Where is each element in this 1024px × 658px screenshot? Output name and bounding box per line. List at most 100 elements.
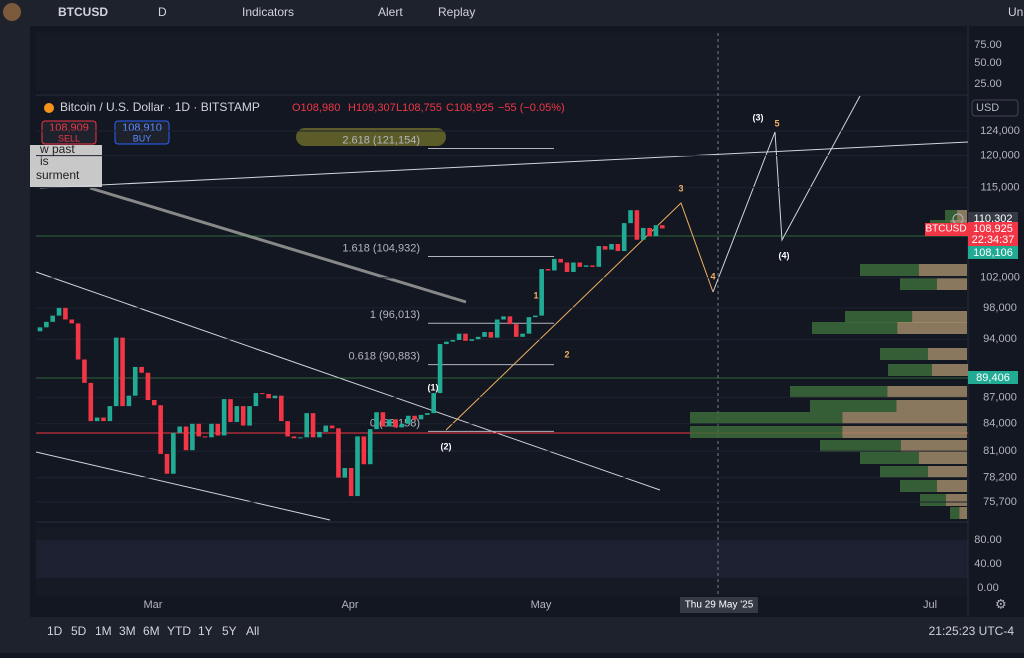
profile-bar — [860, 264, 919, 276]
candle — [596, 246, 602, 267]
range-button[interactable]: 1D — [47, 624, 63, 638]
candle — [171, 432, 176, 474]
price-tick-label: 94,000 — [983, 333, 1017, 345]
candle — [272, 395, 278, 399]
candle — [323, 425, 329, 432]
price-tick-label: 120,000 — [980, 150, 1020, 162]
candle — [152, 400, 157, 406]
candle — [145, 372, 151, 401]
candle — [463, 333, 468, 341]
price-tick-label: 124,000 — [980, 125, 1020, 137]
candle — [94, 417, 100, 422]
stoch-band — [36, 540, 968, 578]
range-button[interactable]: 6M — [143, 624, 160, 638]
candle — [367, 429, 373, 465]
candle — [425, 413, 430, 415]
candle — [475, 336, 481, 340]
buy-price[interactable]: 108,910 — [122, 122, 162, 134]
candle — [82, 359, 87, 383]
candle — [177, 426, 182, 433]
currency-box[interactable] — [971, 99, 1019, 117]
profile-bar — [820, 440, 901, 452]
alert[interactable]: Alert — [378, 5, 403, 19]
candle — [437, 344, 443, 394]
candle — [615, 243, 621, 252]
buy-label[interactable]: BUY — [133, 133, 152, 143]
highlight — [296, 128, 446, 146]
range-button[interactable]: 1Y — [198, 624, 213, 638]
interval[interactable]: D — [158, 5, 167, 19]
candle — [380, 412, 386, 427]
candle — [406, 415, 411, 424]
replay[interactable]: Replay — [438, 5, 475, 19]
price-tick-label: 98,000 — [983, 302, 1017, 314]
range-button[interactable]: All — [246, 624, 259, 638]
candle — [526, 317, 532, 334]
price-tag — [968, 246, 1018, 259]
candle — [647, 227, 652, 237]
rsi-panel — [36, 33, 968, 91]
price-tick-label: 78,200 — [983, 471, 1017, 483]
profile-bar — [918, 452, 967, 464]
sell-price[interactable]: 108,909 — [49, 122, 89, 134]
candle — [164, 453, 170, 474]
currency[interactable]: USD — [976, 102, 999, 114]
ohlc-open: O108,980 — [292, 102, 340, 114]
profile-bar — [927, 348, 967, 360]
avatar[interactable] — [3, 3, 21, 21]
candle — [533, 315, 538, 318]
profile-bar — [936, 278, 967, 290]
profile-bar — [920, 494, 946, 506]
time-label: Jul — [923, 599, 937, 611]
range-button[interactable]: 5D — [71, 624, 87, 638]
symbol[interactable]: BTCUSD — [58, 5, 108, 19]
profile-bar — [888, 364, 932, 376]
price-tag-label: BTCUSD — [925, 224, 966, 235]
candle — [317, 431, 322, 438]
wave-path — [445, 202, 714, 431]
candle — [183, 426, 189, 451]
candle — [113, 337, 119, 407]
range-button[interactable]: YTD — [167, 624, 191, 638]
profile-bar — [690, 426, 843, 438]
candle — [640, 227, 646, 240]
candle — [304, 413, 309, 438]
candle — [348, 468, 354, 497]
candle — [37, 327, 43, 332]
wave-label: (2) — [441, 441, 452, 451]
candle — [469, 339, 475, 341]
candle — [120, 337, 125, 407]
price-tag-label: 89,406 — [976, 372, 1010, 384]
price-tag-label: 108,106 — [973, 247, 1013, 259]
candle — [101, 417, 106, 422]
candle — [571, 262, 576, 272]
sell-label[interactable]: SELL — [58, 133, 80, 143]
settings-icon[interactable]: ⚙ — [995, 596, 1007, 611]
candle — [291, 436, 297, 439]
candle — [44, 321, 49, 328]
fib-label: 1 (96,013) — [370, 309, 420, 321]
candle — [634, 210, 640, 240]
range-button[interactable]: 5Y — [222, 624, 237, 638]
price-tag — [968, 212, 1018, 225]
ohlc-change: −55 (−0.05%) — [498, 102, 565, 114]
buy-button[interactable] — [114, 120, 170, 145]
range-button[interactable]: 3M — [119, 624, 136, 638]
indicators[interactable]: Indicators — [242, 5, 294, 19]
candle — [310, 413, 316, 438]
range-button[interactable]: 1M — [95, 624, 112, 638]
profile-bar — [690, 412, 843, 424]
candle — [69, 319, 75, 324]
ohlc-close: C108,925 — [446, 102, 494, 114]
sell-button[interactable] — [41, 120, 97, 145]
profile-bar — [945, 210, 958, 222]
wave-label: 1 — [533, 290, 538, 300]
candle — [139, 366, 144, 373]
candle — [158, 405, 163, 454]
time-label: May — [531, 599, 552, 611]
layout[interactable]: Un — [1008, 5, 1023, 19]
wave-label: 2 — [564, 349, 569, 359]
candle — [482, 332, 487, 337]
profile-bar — [900, 440, 967, 452]
price-tag — [925, 223, 968, 236]
